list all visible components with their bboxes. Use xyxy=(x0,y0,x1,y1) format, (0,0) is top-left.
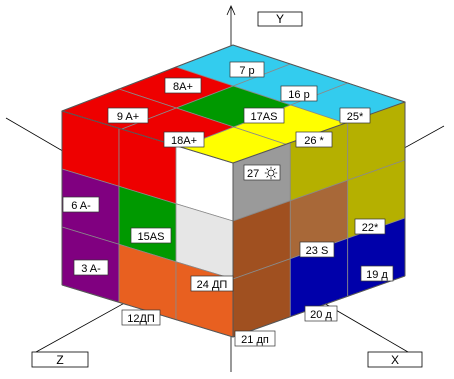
axis-y-text: Y xyxy=(276,12,284,26)
cube-label-text-22: 22* xyxy=(362,222,379,234)
axis-label-x: X xyxy=(367,351,423,368)
axis-label-z: Z xyxy=(31,351,89,368)
cube-label-23: 23 S xyxy=(299,241,335,258)
cube-label-17: 17AS xyxy=(243,107,285,124)
cube-label-12: 12ДП xyxy=(121,309,161,326)
axis-label-y: Y xyxy=(257,11,303,27)
cube-label-16: 16 р xyxy=(280,85,318,102)
cube-label-text-21: 21 дп xyxy=(241,334,269,346)
cube-label-9: 9 A+ xyxy=(107,107,149,124)
cube-label-19: 19 д xyxy=(360,265,394,282)
axis-x-text: X xyxy=(391,353,399,367)
cube-label-text-26: 26 * xyxy=(304,135,324,147)
cube-edge xyxy=(61,44,234,112)
cube-label-text-8: 8A+ xyxy=(173,81,193,93)
cube-labels: 7 р 8A+ 9 A+ 16 р 17AS 18A+ 25* 26 * 27 6 A- 3 A- 1… xyxy=(62,61,394,347)
cube-label-text-23: 23 S xyxy=(306,245,329,257)
cube-label-7: 7 р xyxy=(229,61,265,78)
cube-label-8: 8A+ xyxy=(164,77,202,94)
cube-label-text-19: 19 д xyxy=(366,269,388,281)
cube-edge xyxy=(61,110,234,164)
cube-label-22: 22* xyxy=(354,218,386,235)
cube-label-3: 3 A- xyxy=(73,259,109,276)
cube-edge xyxy=(232,44,406,103)
cube-label-text-17: 17AS xyxy=(251,111,278,123)
sun-icon xyxy=(264,166,278,180)
cube-label-text-16: 16 р xyxy=(288,89,309,101)
cube-label-27: 27 xyxy=(243,164,281,181)
cube-faces xyxy=(60,44,407,338)
cube-label-text-24: 24 ДП xyxy=(197,279,228,291)
cube-label-20: 20 д xyxy=(304,305,338,322)
axis-z-text: Z xyxy=(56,353,63,367)
cube-label-text-15: 15AS xyxy=(138,231,165,243)
cube-label-24: 24 ДП xyxy=(190,275,234,292)
y-axis-arrow xyxy=(226,5,236,16)
cube-label-text-7: 7 р xyxy=(239,65,254,77)
cube-label-text-12: 12ДП xyxy=(127,313,155,325)
cube-label-21: 21 дп xyxy=(234,330,276,347)
cube-label-18: 18A+ xyxy=(163,131,205,148)
cube-label-text-20: 20 д xyxy=(310,309,332,321)
cube-label-text-27: 27 xyxy=(247,168,259,180)
cube-label-15: 15AS xyxy=(130,227,172,244)
cube-label-text-25: 25* xyxy=(347,111,364,123)
cube-label-25: 25* xyxy=(339,107,371,124)
cube-label-6: 6 A- xyxy=(62,196,100,213)
cube-label-26: 26 * xyxy=(295,131,333,148)
cube-label-text-3: 3 A- xyxy=(81,263,101,275)
cube-label-text-9: 9 A+ xyxy=(117,111,139,123)
cube-label-text-18: 18A+ xyxy=(171,135,197,147)
cube-label-text-6: 6 A- xyxy=(71,200,91,212)
